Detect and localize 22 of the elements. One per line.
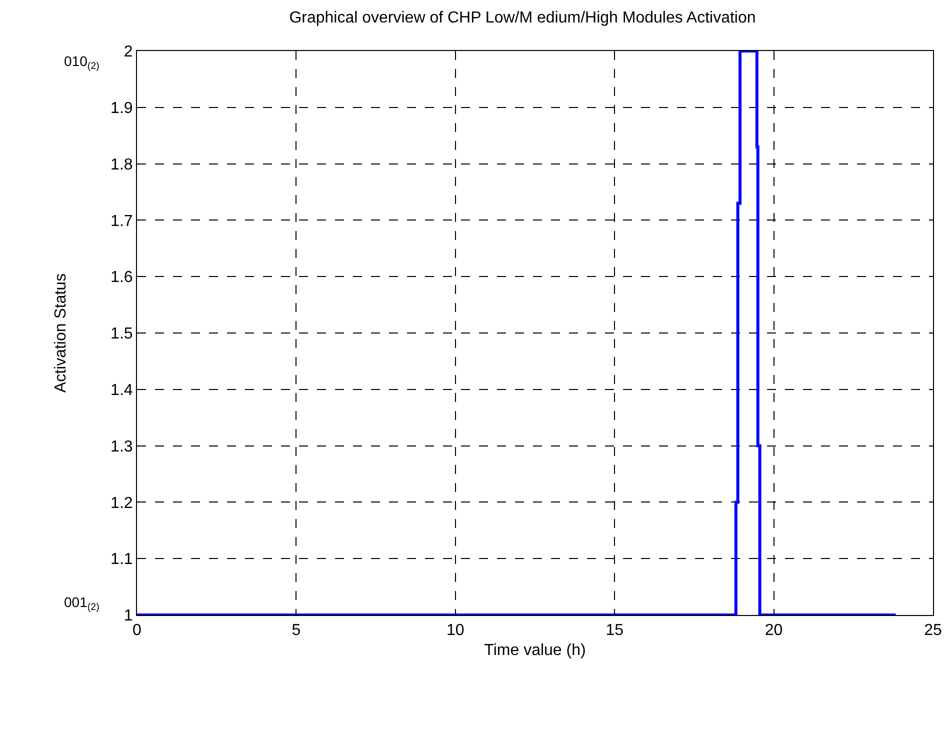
y-axis-title: Activation Status [52,273,70,393]
x-tick-label: 25 [924,622,942,640]
text: 001$_{(2)}$ [64,594,100,613]
y-tick-label: 1.4 [110,382,133,399]
x-tick-label: 5 [292,622,301,640]
x-axis-title: Time value (h) [484,642,586,659]
y-tick-label: 1.5 [110,326,133,343]
x-tick-label: 0 [132,622,142,640]
text: 010$_{(2)}$ [64,53,100,72]
chart-title: Graphical overview of CHP Low/M edium/High Modules Activation [289,9,756,26]
x-tick-label: 20 [764,622,783,640]
y-tick-label: 1.3 [110,438,133,456]
y-tick-label: 1.8 [110,156,133,174]
y-tick-label: 1.9 [110,100,133,117]
y-tick-label: 1.6 [110,269,133,286]
y-tick-label: 2 [124,44,133,61]
y-tick-label: 1.2 [110,494,133,512]
x-tick-label: 15 [606,622,624,640]
y-tick-label: 1.7 [110,212,133,230]
x-tick-label: 10 [446,622,464,640]
y-tick-label: 1 [124,608,133,625]
y-tick-label: 1.1 [110,551,133,568]
